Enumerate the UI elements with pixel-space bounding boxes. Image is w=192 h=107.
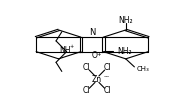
Text: Cl: Cl xyxy=(83,86,90,95)
Text: O: O xyxy=(91,51,97,60)
Text: Cl: Cl xyxy=(83,63,90,72)
Text: NH₂: NH₂ xyxy=(118,16,133,25)
Text: NH: NH xyxy=(59,46,70,55)
Text: Zn: Zn xyxy=(92,75,102,84)
Text: N: N xyxy=(89,28,95,37)
Text: +: + xyxy=(69,44,73,49)
Text: ‒‒: ‒‒ xyxy=(104,74,110,79)
Text: NH₂: NH₂ xyxy=(117,47,131,56)
Text: Cl: Cl xyxy=(104,63,111,72)
Text: Cl: Cl xyxy=(104,86,111,95)
Text: +: + xyxy=(97,52,101,57)
Text: CH₃: CH₃ xyxy=(136,66,149,72)
